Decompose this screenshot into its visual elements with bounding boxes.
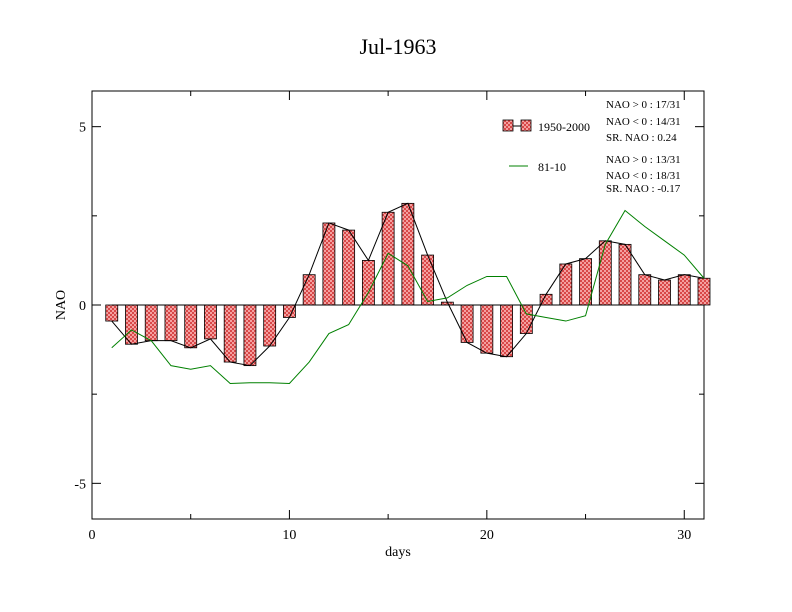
legend-bar-swatch-right [520,119,532,132]
chart-title: Jul-1963 [360,34,437,59]
x-axis-label: days [385,545,411,560]
bar-day-2 [125,304,138,345]
bar-day-8 [243,304,257,367]
bar-series [105,202,711,367]
bar-day-10 [283,304,296,318]
bar-day-22 [519,304,533,334]
bar-day-26 [598,240,612,306]
bar-day-25 [579,258,592,306]
bar-day-30 [677,274,691,306]
x-tick-label: 10 [282,528,296,543]
y-tick-label: -5 [74,477,86,492]
bar-day-15 [381,211,395,306]
y-tick-label: 5 [79,121,86,136]
bar-day-20 [480,304,494,354]
bar-day-14 [361,260,375,306]
bar-day-5 [184,304,198,349]
stat-1-neg: NAO < 0 : 14/31 [606,116,681,128]
bar-series-outline [111,202,705,367]
bar-day-4 [164,304,178,342]
bar-day-7 [223,304,237,363]
legend: 1950-2000 81-10 [502,119,590,174]
y-tick-label: 0 [79,299,86,314]
y-axis-label: NAO [54,290,69,320]
bar-day-11 [302,274,316,306]
bar-day-17 [421,254,435,306]
legend-bar-swatch-left [502,119,514,132]
axis-ticks: 0 10 20 30 -5 0 5 [74,91,704,543]
line-series-81-10 [111,209,705,384]
bar-day-1 [105,304,119,322]
x-tick-label: 0 [89,528,96,543]
bar-day-13 [342,229,356,306]
bar-day-27 [618,243,632,306]
bar-day-3 [144,304,158,342]
stat-2-sr: SR. NAO : -0.17 [606,183,681,195]
bar-day-6 [204,304,217,340]
bar-day-28 [638,274,652,306]
stat-2-neg: NAO < 0 : 18/31 [606,170,681,182]
stat-1-pos: NAO > 0 : 17/31 [606,99,681,111]
x-tick-label: 20 [480,528,494,543]
bar-day-16 [401,202,415,306]
bar-day-29 [658,279,671,306]
bar-day-21 [500,304,513,358]
stat-1-sr: SR. NAO : 0.24 [606,132,677,144]
stats-block: NAO > 0 : 17/31 NAO < 0 : 14/31 SR. NAO … [606,99,681,195]
legend-label-1950-2000: 1950-2000 [538,120,590,134]
x-tick-label: 30 [677,528,691,543]
bar-day-31 [697,277,711,306]
stat-2-pos: NAO > 0 : 13/31 [606,154,681,166]
legend-label-81-10: 81-10 [538,160,566,174]
bar-day-19 [460,304,474,343]
